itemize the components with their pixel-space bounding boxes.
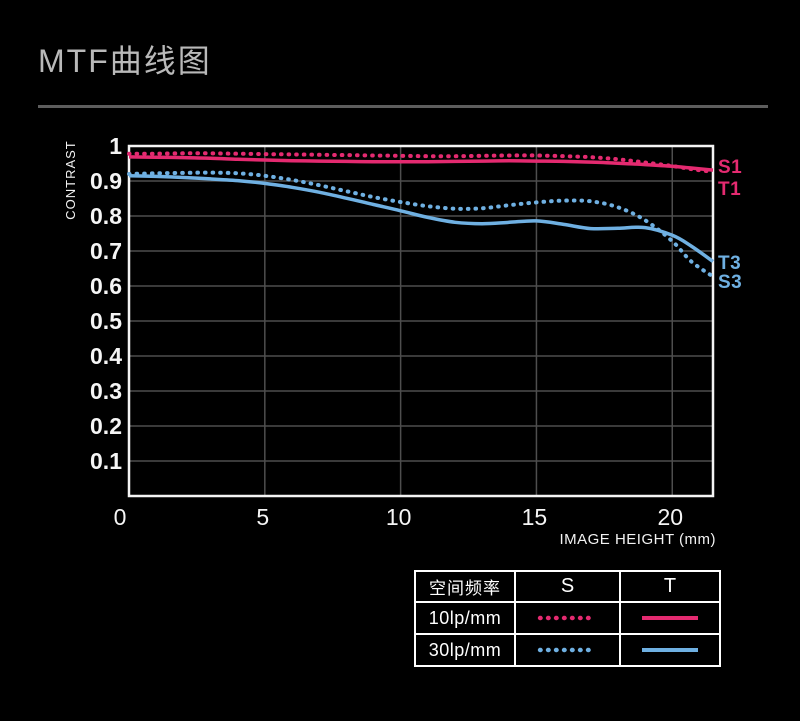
legend-line-sample <box>537 647 598 653</box>
legend-header-frequency: 空间频率 <box>414 570 516 603</box>
legend-line-sample <box>642 616 698 620</box>
legend-row-30lpmm: 30lp/mm <box>414 633 721 667</box>
legend-header-row: 空间频率 S T <box>414 570 721 603</box>
y-tick-label: 0.7 <box>90 238 122 264</box>
legend-table: 空间频率 S T 10lp/mm 30lp/mm <box>414 570 721 667</box>
curve-s1 <box>127 151 715 174</box>
curve-label-s1: S1 <box>718 157 743 179</box>
curve-label-s3: S3 <box>718 271 743 293</box>
x-tick-label: 20 <box>657 504 684 530</box>
x-tick-label: 15 <box>521 504 548 530</box>
title-divider <box>38 105 768 108</box>
y-tick-label: 0.8 <box>90 203 122 229</box>
x-tick-label: 0 <box>113 504 127 530</box>
legend-line-sample <box>642 648 698 652</box>
curve-t3 <box>128 174 715 263</box>
legend-header-sagittal: S <box>514 570 621 603</box>
y-tick-label: 0.2 <box>90 413 122 439</box>
curve-label-t1: T1 <box>718 179 742 201</box>
y-tick-label: 0.6 <box>90 273 122 299</box>
legend-swatch-30lpmm-t <box>619 633 721 667</box>
y-tick-label: 0.3 <box>90 378 122 404</box>
x-tick-label: 10 <box>385 504 412 530</box>
legend-swatch-10lpmm-t <box>619 601 721 635</box>
legend-label-10lpmm: 10lp/mm <box>414 601 516 635</box>
legend-row-10lpmm: 10lp/mm <box>414 601 721 635</box>
y-tick-label: 0.1 <box>90 448 122 474</box>
legend-label-30lpmm: 30lp/mm <box>414 633 516 667</box>
legend-line-sample <box>537 615 598 621</box>
y-tick-label: 0.5 <box>90 308 122 334</box>
x-axis-label: IMAGE HEIGHT (mm) <box>559 531 716 548</box>
legend-swatch-10lpmm-s <box>514 601 621 635</box>
curve-label-t3: T3 <box>718 253 742 275</box>
plot-border <box>127 144 715 498</box>
y-tick-label: 0.4 <box>90 343 122 369</box>
legend-swatch-30lpmm-s <box>514 633 621 667</box>
curve-s3 <box>127 170 715 279</box>
y-tick-label: 1 <box>109 133 122 159</box>
y-tick-label: 0.9 <box>90 168 122 194</box>
curve-t1 <box>128 155 714 172</box>
x-tick-label: 5 <box>256 504 270 530</box>
legend-header-tangential: T <box>619 570 721 603</box>
page-title: MTF曲线图 <box>38 43 212 79</box>
